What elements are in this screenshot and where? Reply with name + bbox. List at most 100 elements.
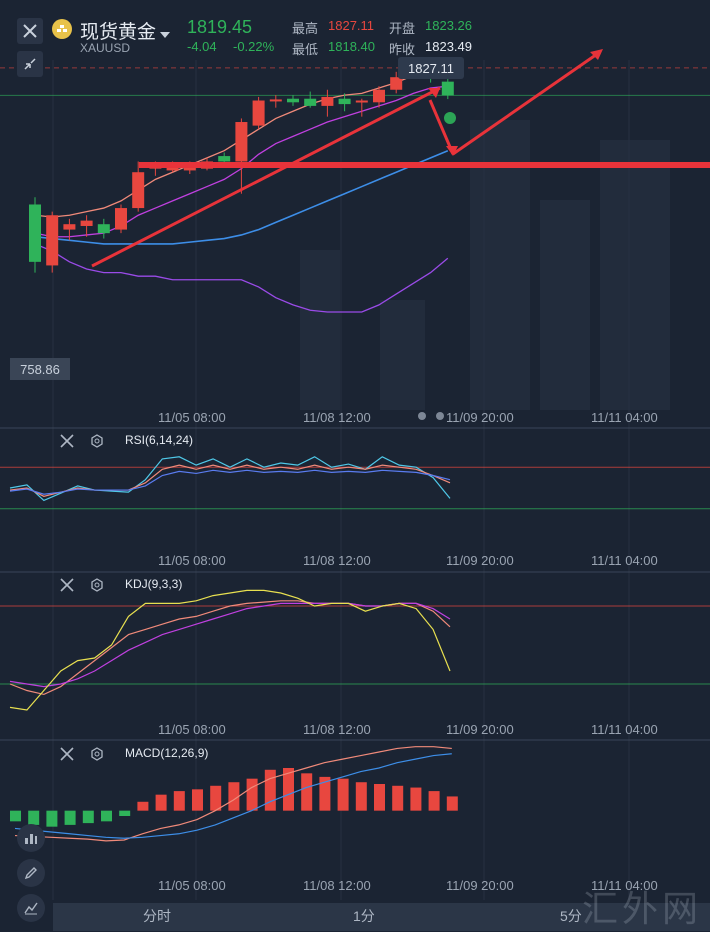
macd-histogram-bar	[119, 810, 131, 816]
high-price-tag: 1827.11	[398, 57, 464, 79]
line-chart-icon	[24, 902, 38, 915]
backdrop-building	[540, 200, 590, 410]
pencil-icon	[24, 867, 37, 880]
x-axis-label: 11/09 20:00	[446, 410, 514, 425]
support-line-annotation	[139, 162, 710, 168]
low-value: 1818.40	[328, 39, 375, 54]
x-axis-label: 11/11 04:00	[591, 878, 658, 893]
candle-body	[29, 204, 41, 262]
x-axis-label: 11/05 08:00	[158, 878, 226, 893]
x-axis-label: 11/08 12:00	[303, 410, 371, 425]
macd-histogram-bar	[28, 810, 40, 825]
macd-histogram-bar	[155, 794, 167, 811]
close-button[interactable]	[17, 18, 43, 44]
shrink-button[interactable]	[17, 51, 43, 77]
indicator-tool-button[interactable]	[17, 824, 45, 852]
backdrop-building	[600, 140, 670, 410]
rsi-fast-line	[9, 456, 451, 502]
macd-histogram-bar	[10, 810, 21, 822]
macd-histogram-bar	[246, 778, 258, 811]
low-price-tag: 758.86	[10, 358, 70, 380]
candle-body	[115, 208, 127, 230]
macd-histogram-bar	[410, 787, 422, 811]
prev-close-label: 昨收	[389, 42, 416, 57]
macd-histogram-bar	[64, 810, 76, 825]
candle-body	[304, 98, 317, 106]
line-tool-button[interactable]	[17, 894, 45, 922]
x-axis-label: 11/05 08:00	[158, 553, 226, 568]
close-icon	[23, 24, 37, 38]
scroll-dot	[436, 412, 444, 420]
target-arrowhead	[590, 49, 603, 60]
x-axis-label: 11/05 08:00	[158, 410, 226, 425]
macd-histogram-bar	[446, 796, 458, 811]
backdrop-building	[470, 120, 530, 410]
rsi-settings-icon[interactable]	[88, 432, 106, 450]
pullback-arrowhead	[446, 146, 458, 156]
x-axis-label: 11/09 20:00	[446, 722, 514, 737]
macd-histogram-bar	[192, 789, 203, 811]
live-price-dot	[444, 112, 456, 124]
x-axis-label: 11/09 20:00	[446, 553, 514, 568]
instrument-symbol: XAUUSD	[80, 41, 131, 55]
high-value: 1827.11	[328, 18, 375, 33]
macd-histogram-bar	[82, 810, 94, 824]
price-change-pct: -0.22%	[233, 39, 275, 54]
x-axis-label: 11/08 12:00	[303, 878, 371, 893]
candle-body	[183, 166, 196, 171]
last-price: 1819.45	[187, 17, 253, 37]
macd-histogram-bar	[301, 773, 313, 811]
macd-histogram-bar	[46, 810, 58, 827]
boll-lower-line	[34, 243, 449, 313]
macd-histogram-bar	[264, 769, 276, 811]
x-axis-label: 11/05 08:00	[158, 722, 226, 737]
ma-long-line	[34, 149, 449, 245]
macd-histogram-bar	[137, 801, 149, 811]
macd-close-icon[interactable]	[58, 745, 76, 763]
macd-histogram-bar	[101, 810, 112, 822]
tab-timeshare[interactable]: 分时	[143, 908, 171, 924]
kdj-settings-icon[interactable]	[88, 576, 106, 594]
macd-histogram-bar	[173, 791, 185, 811]
bar-chart-icon	[25, 834, 37, 844]
macd-histogram-bar	[210, 785, 222, 811]
macd-histogram-bar	[392, 785, 404, 811]
candle-body	[63, 224, 76, 230]
tab-5min[interactable]: 5分	[560, 908, 582, 924]
kdj-close-icon[interactable]	[58, 576, 76, 594]
x-axis-label: 11/08 12:00	[303, 722, 371, 737]
x-axis-label: 11/11 04:00	[591, 553, 658, 568]
price-change: -4.04	[187, 39, 217, 54]
candle-body	[373, 89, 385, 103]
candle-body	[355, 100, 368, 103]
instrument-title[interactable]: 现货黄金	[80, 22, 157, 43]
timeframe-bar	[53, 903, 710, 931]
collapse-icon	[24, 58, 36, 70]
tab-1min[interactable]: 1分	[353, 908, 375, 924]
uptrend-arrowhead	[428, 88, 440, 98]
rsi-close-icon[interactable]	[58, 432, 76, 450]
x-axis-label: 11/08 12:00	[303, 553, 371, 568]
rsi-slow-line	[9, 469, 451, 495]
candle-body	[132, 172, 145, 209]
uptrend-arrow	[91, 86, 441, 268]
draw-tool-button[interactable]	[17, 859, 45, 887]
macd-histogram-bar	[283, 768, 294, 811]
candle-body	[287, 98, 299, 103]
gold-icon	[52, 19, 72, 39]
x-axis-label: 11/09 20:00	[446, 878, 514, 893]
candle-body	[97, 224, 110, 234]
candle-body	[252, 100, 265, 126]
high-label: 最高	[292, 21, 319, 36]
backdrop-building	[300, 250, 340, 410]
open-value: 1823.26	[425, 18, 472, 33]
backdrop-building	[380, 300, 425, 410]
macd-dea-line	[14, 753, 452, 839]
dropdown-caret-icon[interactable]	[160, 25, 170, 43]
candle-body	[321, 96, 334, 106]
macd-dif-line	[14, 746, 452, 842]
macd-histogram-bar	[319, 776, 331, 811]
prev-close-value: 1823.49	[425, 39, 472, 54]
macd-settings-icon[interactable]	[88, 745, 106, 763]
